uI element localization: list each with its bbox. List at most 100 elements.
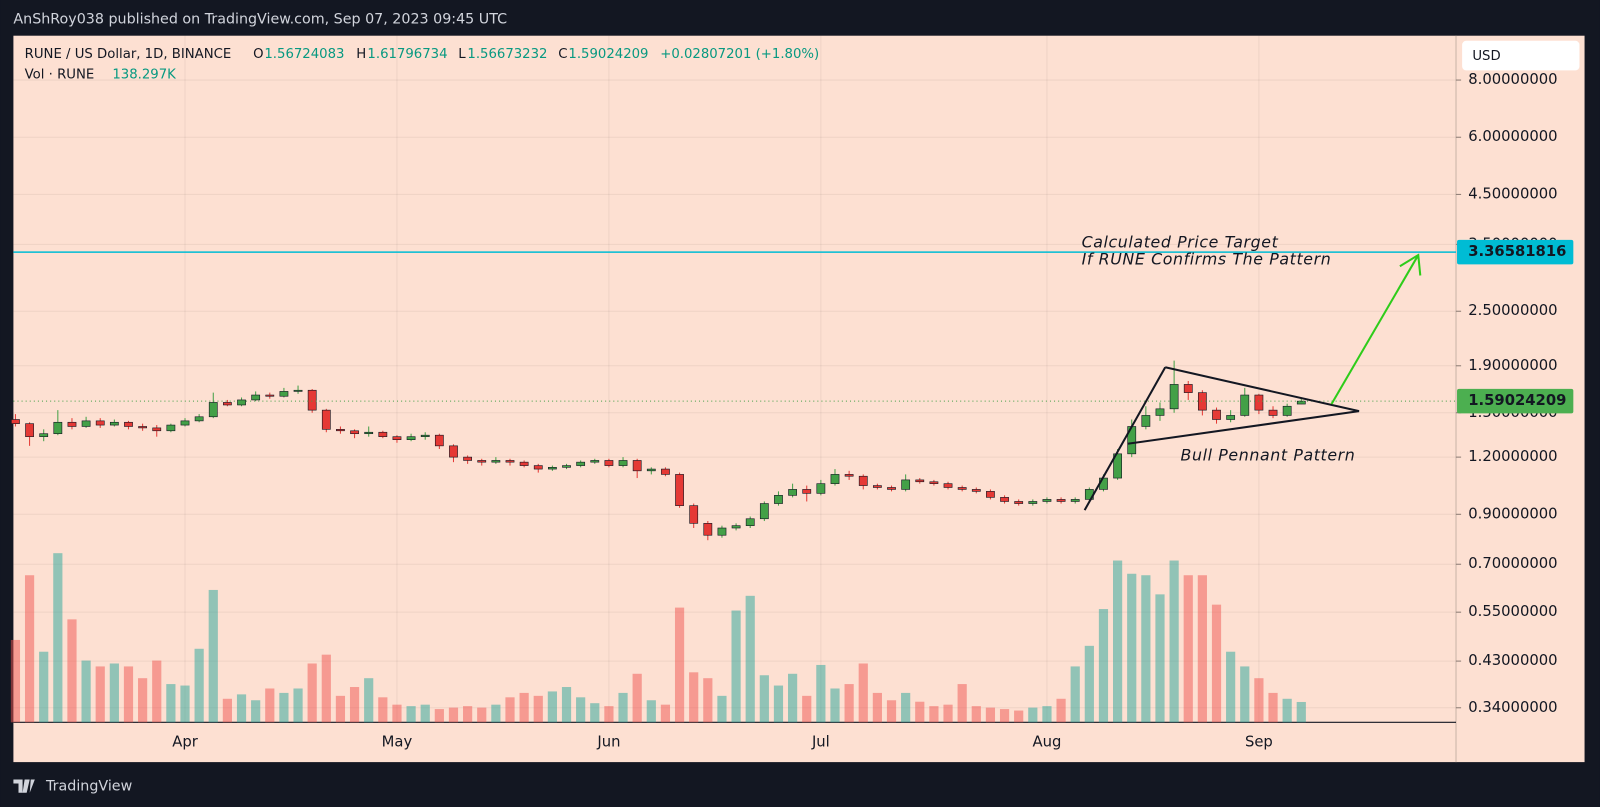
candle-body [67, 421, 77, 427]
candle-body [646, 468, 656, 472]
candle-body [420, 434, 430, 437]
annotation: If RUNE Confirms The Pattern [1082, 250, 1332, 269]
target-arrow [1330, 254, 1420, 405]
candle-body [350, 430, 359, 435]
ohlc-label: H [356, 47, 366, 62]
volume-bar [957, 684, 967, 723]
candle-body [1028, 501, 1038, 504]
y-tick-label: 0.43000000 [1468, 652, 1557, 669]
ohlc-value: 1.56673232 [467, 47, 547, 62]
volume-bar [335, 695, 346, 723]
candle-body [1014, 501, 1024, 504]
volume-bar [1211, 604, 1222, 723]
candle-body [632, 460, 642, 472]
candle-body [901, 479, 911, 490]
volume-legend: Vol · RUNE [25, 67, 95, 82]
volume-bar [1028, 707, 1038, 723]
volume-bar [1226, 651, 1236, 723]
volume-bar [505, 697, 515, 723]
volume-bar [39, 651, 49, 723]
volume-bar [180, 685, 190, 723]
candle-body [237, 399, 246, 406]
candle-body [180, 420, 190, 426]
candle-body [1155, 408, 1165, 416]
candle-body [293, 389, 303, 392]
candle-body [11, 419, 20, 424]
plot-background [13, 35, 1585, 763]
candle-body [463, 456, 472, 461]
candle-body [929, 481, 939, 484]
ohlc-value: 1.56724083 [264, 47, 344, 62]
volume-bar [632, 673, 642, 723]
brand-name: TradingView [45, 779, 133, 795]
candle-body [887, 487, 896, 490]
candle-body [703, 523, 713, 536]
candle-body [986, 491, 995, 498]
candle-body [1183, 384, 1193, 393]
candle-body [378, 431, 388, 437]
volume-bar [152, 660, 162, 723]
candle-body [477, 460, 487, 463]
candle-body [548, 467, 557, 470]
candle-body [39, 433, 49, 437]
volume-bar [491, 704, 501, 723]
brand-logo [13, 779, 35, 793]
volume-bar [703, 678, 713, 723]
annotation: Calculated Price Target [1082, 232, 1279, 251]
x-tick-label: May [382, 734, 413, 751]
volume-bar [321, 654, 331, 723]
volume-bar [943, 704, 953, 723]
volume-bar [999, 709, 1010, 723]
y-tick-label: 4.50000000 [1468, 185, 1557, 202]
candle-body [1254, 394, 1264, 411]
candle-body [1296, 400, 1306, 405]
candle-body [533, 465, 543, 470]
volume-bar [24, 575, 35, 723]
volume-bar [1197, 575, 1207, 723]
volume-bar [1141, 575, 1151, 723]
candle-body [604, 460, 614, 466]
volume-bar [788, 673, 798, 723]
candle-body [788, 489, 797, 496]
volume-bar [1056, 698, 1066, 723]
volume-bar [830, 688, 840, 723]
volume-bar [166, 684, 176, 723]
last-price-tag [1457, 388, 1574, 414]
currency-button[interactable] [1462, 40, 1580, 71]
candle-body [336, 429, 345, 432]
volume-bar [236, 694, 247, 723]
volume-bar [123, 666, 134, 723]
volume-bar [1084, 645, 1094, 723]
candle-body [208, 402, 218, 418]
volume-bar [533, 695, 543, 723]
volume-bar [109, 663, 119, 723]
candle-body [562, 465, 571, 468]
candle-body [774, 495, 783, 504]
candle-body [491, 460, 501, 463]
volume-bar [915, 701, 925, 723]
x-tick-label: Aug [1033, 734, 1062, 751]
volume-bar [293, 688, 303, 723]
candle-body [81, 420, 91, 427]
volume-bar [95, 666, 105, 723]
candle-body [505, 460, 515, 463]
candle-body [434, 434, 444, 447]
volume-bar [519, 692, 529, 723]
ohlc-label: O [253, 47, 263, 62]
volume-bar [576, 697, 586, 723]
candle-body [971, 489, 981, 492]
volume-bar [194, 648, 204, 723]
volume-bar [81, 660, 91, 723]
candle-body [321, 409, 331, 430]
volume-bar [985, 707, 996, 723]
volume-bar [1282, 698, 1292, 723]
candle-body [1056, 499, 1066, 502]
brand: TradingView [13, 779, 133, 795]
currency[interactable]: USD [1472, 49, 1500, 64]
volume-bar [844, 684, 854, 723]
y-tick-label: 8.00000000 [1468, 71, 1557, 88]
annotation: Bull Pennant Pattern [1181, 446, 1356, 465]
candle-body [166, 424, 176, 432]
volume-bar [208, 589, 218, 723]
pennant-lower [1127, 410, 1360, 445]
